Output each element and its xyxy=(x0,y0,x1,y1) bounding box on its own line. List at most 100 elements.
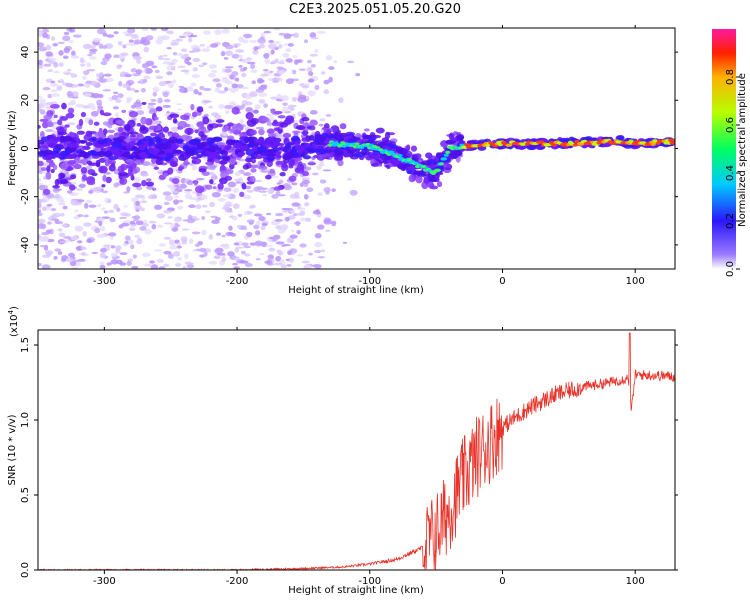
spectrogram-core xyxy=(254,155,264,160)
x-tick: -300 xyxy=(93,327,116,587)
spectrogram-speckle xyxy=(60,212,65,217)
spectrogram-core xyxy=(67,142,78,148)
spectrogram-speckle xyxy=(254,104,261,110)
spectrogram-core xyxy=(292,152,301,158)
spectrogram-blob xyxy=(70,174,77,180)
spectrogram-speckle xyxy=(234,171,241,177)
spectrogram-speckle xyxy=(256,220,261,226)
spectrogram-speckle xyxy=(232,215,238,221)
spectrogram-speckle xyxy=(224,44,234,50)
spectrogram-speckle xyxy=(192,57,201,63)
spectrogram-speckle xyxy=(50,36,56,41)
spectrogram-speckle xyxy=(199,194,208,200)
spectrogram-speckle xyxy=(242,195,252,200)
spectrogram-blob xyxy=(301,116,310,122)
spectrogram-blob xyxy=(292,130,301,134)
spectrogram-speckle xyxy=(231,83,238,89)
spectrogram-blob xyxy=(268,133,275,137)
spectrogram-blob xyxy=(406,144,411,152)
spectrogram-speckle xyxy=(128,39,134,43)
spectrogram-speckle xyxy=(64,72,73,75)
spectrogram-core xyxy=(138,144,146,151)
spectrogram-speckle xyxy=(101,207,106,210)
spectrogram-speckle xyxy=(41,206,47,211)
spectrogram-speckle xyxy=(176,245,182,249)
spectrogram-core xyxy=(126,144,133,150)
spectrogram-speckle xyxy=(119,216,127,220)
y-tick-label: -40 xyxy=(20,237,31,253)
spectrogram-ridge xyxy=(327,143,333,147)
spectrogram-speckle xyxy=(162,104,172,108)
spectrogram-speckle xyxy=(175,262,182,267)
spectrogram-speckle xyxy=(274,219,283,222)
spectrogram-ridge xyxy=(438,162,445,166)
spectrogram-speckle xyxy=(105,77,114,83)
spectrogram-speckle xyxy=(234,178,243,182)
spectrogram-speckle xyxy=(184,253,189,260)
spectrogram-speckle xyxy=(38,96,43,99)
spectrogram-speckle xyxy=(181,228,190,231)
spectrogram-speckle xyxy=(304,264,311,269)
spectrogram-speckle xyxy=(292,55,298,58)
spectrogram-speckle xyxy=(52,43,58,47)
spectrogram-speckle xyxy=(323,79,330,85)
spectrogram-speckle xyxy=(328,76,333,83)
spectrogram-core xyxy=(273,140,281,146)
spectrogram-speckle xyxy=(162,91,169,98)
spectrogram-blob xyxy=(275,160,280,166)
spectrogram-speckle xyxy=(349,189,358,196)
spectrogram-speckle xyxy=(342,241,348,244)
spectrogram-speckle xyxy=(112,91,119,95)
spectrogram-blob xyxy=(129,137,140,142)
spectrogram-speckle xyxy=(77,83,84,87)
spectrogram-speckle xyxy=(104,53,112,59)
spectrogram-speckle xyxy=(108,232,117,237)
spectrogram-speckle xyxy=(162,61,172,65)
spectrogram-speckle xyxy=(281,106,289,113)
y-tick-label: 0 xyxy=(20,145,31,151)
spectrogram-speckle xyxy=(224,66,234,69)
spectrogram-speckle xyxy=(191,164,197,171)
spectrogram-speckle xyxy=(201,48,211,53)
spectrogram-blob xyxy=(198,168,207,173)
spectrogram-core xyxy=(389,144,399,149)
spectrogram-speckle xyxy=(209,43,219,48)
spectrogram-speckle xyxy=(78,183,86,189)
spectrogram-speckle xyxy=(299,217,306,222)
spectrogram-speckle xyxy=(299,243,307,248)
spectrogram-speckle xyxy=(309,32,317,39)
spectrogram-speckle xyxy=(268,43,277,50)
spectrogram-speckle xyxy=(235,181,241,184)
spectrogram-blob xyxy=(295,125,306,130)
spectrogram-speckle xyxy=(241,86,249,90)
spectrogram-blob xyxy=(177,120,188,129)
spectrogram-speckle xyxy=(176,242,182,246)
spectrogram-speckle xyxy=(296,254,304,257)
spectrogram-speckle xyxy=(263,103,268,108)
spectrogram-speckle xyxy=(191,191,197,194)
spectrogram-speckle xyxy=(188,204,196,208)
spectrogram-speckle xyxy=(96,73,101,78)
spectrogram-blob xyxy=(252,109,259,114)
spectrogram-blob xyxy=(225,168,234,175)
spectrogram-ridge xyxy=(397,154,403,158)
spectrogram-ridge xyxy=(421,164,427,169)
spectrogram-blob xyxy=(145,178,152,182)
spectrogram-blob xyxy=(124,124,131,132)
x-tick-label: 100 xyxy=(626,276,645,287)
spectrogram-speckle xyxy=(328,66,335,70)
spectrogram-speckle xyxy=(317,256,326,259)
spectrogram-speckle xyxy=(163,202,170,205)
spectrogram-speckle xyxy=(85,199,92,204)
spectrogram-speckle xyxy=(227,232,233,236)
spectrogram-speckle xyxy=(142,173,149,177)
spectrogram-blob xyxy=(43,114,53,120)
spectrogram-blob xyxy=(88,119,94,126)
spectrogram-blob xyxy=(102,112,112,117)
spectrogram-speckle xyxy=(87,53,93,57)
spectrogram-speckle xyxy=(38,177,42,182)
spectrogram-blob xyxy=(130,174,135,181)
spectrogram-speckle xyxy=(163,222,172,225)
spectrogram-speckle xyxy=(144,68,153,74)
